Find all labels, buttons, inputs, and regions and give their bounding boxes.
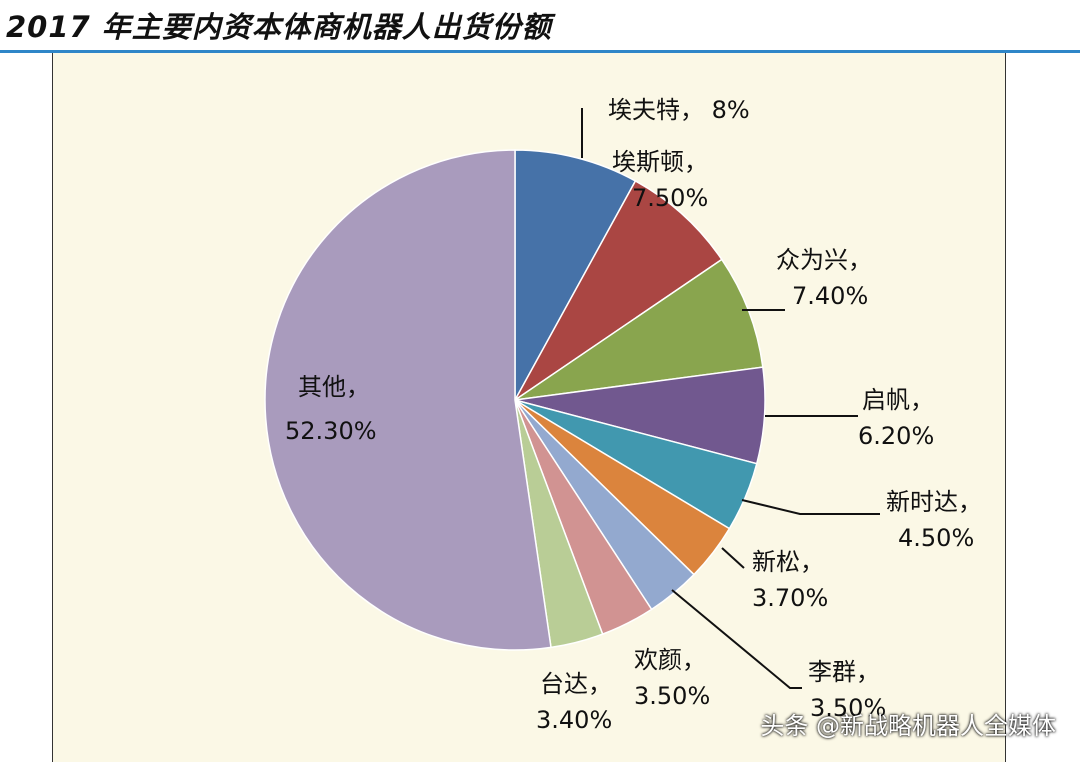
slice-label-value: 3.50% xyxy=(810,694,886,722)
slice-label-value: 3.40% xyxy=(536,706,612,734)
watermark: 头条 @新战略机器人全媒体 xyxy=(760,712,1056,740)
pie-slice xyxy=(514,149,637,401)
slice-label-value: 7.50% xyxy=(632,184,708,212)
slice-label-value: 52.30% xyxy=(285,417,377,445)
slice-label-name: 埃斯顿， xyxy=(612,148,708,176)
pie-slice xyxy=(264,149,552,651)
header-rule xyxy=(0,50,1080,53)
slice-label-value: 3.50% xyxy=(634,682,710,710)
leader-line xyxy=(721,547,745,569)
slice-label-value: 7.40% xyxy=(792,282,868,310)
slice-label-name: 李群， xyxy=(808,658,880,686)
leader-line xyxy=(741,499,880,515)
slice-label-value: 6.20% xyxy=(858,422,934,450)
slice-label-name: 新时达， xyxy=(886,488,982,516)
slice-label-value: 4.50% xyxy=(898,524,974,552)
slice-label-name: 欢颜， xyxy=(634,646,706,674)
slice-label-name: 其他， xyxy=(298,373,370,401)
leader-line xyxy=(671,589,802,689)
slice-label-name: 众为兴， xyxy=(776,246,872,274)
slice-label-name: 台达， xyxy=(540,670,612,698)
pie-slice xyxy=(514,179,723,401)
header: 2017 年主要内资本体商机器人出货份额 xyxy=(0,0,1080,50)
slice-label-value: 3.70% xyxy=(752,584,828,612)
page-title: 2017 年主要内资本体商机器人出货份额 xyxy=(6,10,552,44)
slice-label-name: 新松， xyxy=(752,548,824,576)
slice-label-name: 启帆， xyxy=(862,386,934,414)
slice-label: 埃夫特， 8% xyxy=(608,96,750,124)
